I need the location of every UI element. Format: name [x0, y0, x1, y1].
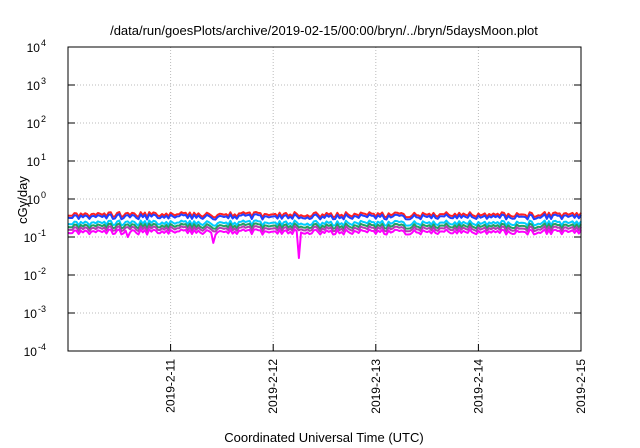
y-tick-label: 103: [27, 76, 46, 93]
y-tick-exponent: -1: [38, 228, 46, 238]
y-tick-label: 10-1: [24, 228, 46, 245]
y-tick-label: 10-3: [24, 304, 46, 321]
grid: [68, 47, 581, 351]
y-tick-label: 101: [27, 152, 46, 169]
x-axis-label: Coordinated Universal Time (UTC): [224, 430, 423, 445]
y-tick-exponent: -3: [38, 304, 46, 314]
y-tick-exponent: 1: [41, 152, 46, 162]
plot-frame: [67, 46, 582, 352]
y-axis-label: cGy/day: [15, 176, 30, 224]
x-axis: 2019-2-11 2019-2-12 2019-2-13 2019-2-14 2019…: [164, 344, 588, 414]
series-line: [67, 222, 582, 230]
series-group: [67, 211, 582, 259]
x-tick-label: 2019-2-12: [266, 359, 280, 414]
x-tick-label: 2019-2-15: [574, 359, 588, 414]
y-tick-exponent: -2: [38, 266, 46, 276]
series-line: [67, 213, 582, 221]
series-line: [67, 211, 582, 219]
x-tick-label: 2019-2-13: [369, 359, 383, 414]
series-line: [67, 225, 582, 233]
y-tick-exponent: 3: [41, 76, 46, 86]
y-tick-label: 10-4: [24, 342, 46, 359]
y-tick-exponent: 2: [41, 114, 46, 124]
series-line: [67, 219, 582, 227]
y-tick-label: 102: [27, 114, 46, 131]
x-tick-label: 2019-2-11: [164, 359, 178, 413]
chart-title: /data/run/goesPlots/archive/2019-02-15/0…: [110, 23, 538, 38]
x-tick-label: 2019-2-14: [471, 359, 485, 414]
y-tick-label: 10-2: [24, 266, 46, 283]
y-tick-exponent: -4: [38, 342, 46, 352]
y-tick-label: 104: [27, 38, 46, 55]
series-line: [67, 228, 582, 259]
y-tick-exponent: 0: [41, 190, 46, 200]
y-tick-exponent: 4: [41, 38, 46, 48]
